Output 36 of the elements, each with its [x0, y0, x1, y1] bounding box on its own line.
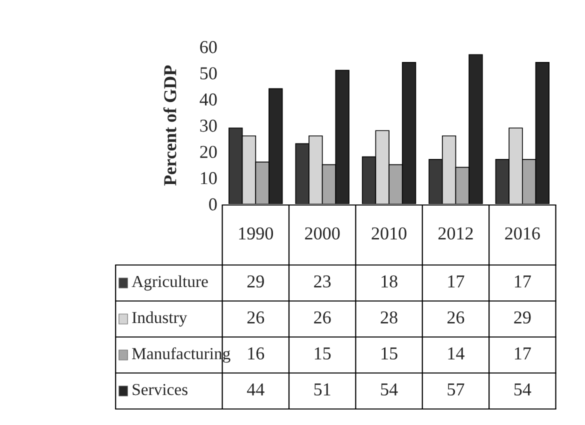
legend-label: Services: [132, 384, 188, 396]
data-label: 17: [514, 347, 531, 360]
data-label: 57: [448, 384, 464, 396]
y-tick-label: 40: [200, 93, 217, 106]
y-tick-label: 50: [200, 67, 217, 80]
data-label: 16: [248, 347, 264, 360]
data-label: 26: [447, 311, 464, 324]
data-label: 23: [314, 275, 331, 288]
data-label: 51: [314, 383, 330, 396]
data-label: 54: [514, 383, 532, 396]
data-label: 17: [448, 275, 464, 288]
x-tick-label: 2010: [372, 227, 406, 240]
x-tick-label: 2012: [438, 227, 473, 240]
data-label: 15: [382, 347, 398, 360]
data-label: 15: [314, 347, 331, 360]
data-label: 28: [380, 311, 398, 324]
data-label: 18: [382, 275, 398, 288]
data-label: 26: [314, 311, 331, 324]
y-axis-title: Percent of GDP: [163, 65, 176, 186]
x-tick-label: 2000: [305, 227, 340, 240]
x-tick-label: 2016: [505, 227, 540, 240]
data-label: 17: [514, 275, 531, 288]
y-tick-label: 60: [200, 41, 217, 54]
x-tick-label: 1990: [239, 227, 274, 240]
legend-label: Industry: [132, 311, 188, 327]
legend-label: Agriculture: [132, 275, 208, 291]
y-tick-label: 10: [200, 172, 217, 184]
y-tick-label: 30: [200, 120, 217, 132]
data-label: 29: [514, 311, 531, 324]
data-label: 14: [448, 347, 464, 360]
data-label: 26: [247, 311, 264, 324]
y-tick-label: 20: [200, 146, 217, 158]
data-label: 29: [247, 275, 264, 288]
data-label: 44: [246, 383, 264, 396]
y-tick-label: 0: [209, 198, 217, 210]
data-label: 54: [381, 383, 398, 396]
